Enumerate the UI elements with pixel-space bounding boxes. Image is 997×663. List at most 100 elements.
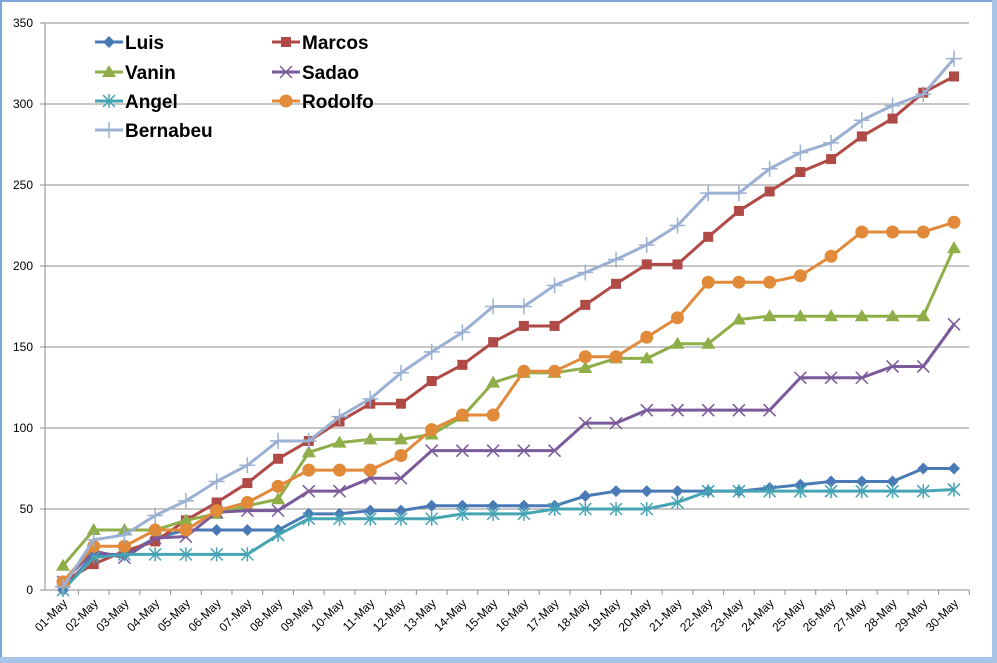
marker-stroke bbox=[947, 317, 961, 331]
data-point-luis bbox=[825, 475, 838, 488]
x-tick-label: 06-May bbox=[186, 596, 224, 634]
x-tick-label: 24-May bbox=[739, 596, 777, 634]
data-point-vanin bbox=[486, 375, 501, 388]
y-axis: 0 50 100 150 200 250 300 350 bbox=[13, 16, 46, 597]
data-point-rodolfo bbox=[210, 504, 224, 518]
marker-stroke bbox=[640, 403, 654, 417]
marker-stroke bbox=[609, 416, 623, 430]
legend-label: Luis bbox=[125, 33, 164, 54]
window-border-right bbox=[992, 0, 997, 663]
data-point-marcos bbox=[641, 259, 652, 270]
data-point-angel bbox=[855, 484, 869, 499]
data-point-sadao bbox=[947, 317, 961, 331]
x-tick-label: 16-May bbox=[493, 596, 531, 634]
data-point-bernabeu bbox=[116, 526, 133, 543]
data-point-sadao bbox=[548, 444, 562, 458]
data-point-rodolfo bbox=[394, 449, 408, 463]
data-point-luis bbox=[855, 475, 868, 488]
marker-stroke bbox=[271, 504, 285, 518]
x-tick-label: 01-May bbox=[32, 596, 70, 634]
data-point-sadao bbox=[763, 403, 777, 417]
data-point-angel bbox=[240, 547, 254, 562]
data-point-marcos bbox=[273, 453, 284, 464]
data-point-bernabeu bbox=[792, 144, 809, 161]
data-point-marcos bbox=[150, 536, 161, 547]
series-line-bernabeu bbox=[61, 57, 956, 588]
data-point-rodolfo bbox=[302, 463, 316, 477]
data-point-sadao bbox=[855, 371, 869, 385]
data-point-marcos bbox=[795, 167, 806, 178]
x-tick-label: 21-May bbox=[646, 596, 684, 634]
data-point-sadao bbox=[455, 444, 469, 458]
data-point-marcos bbox=[211, 497, 222, 508]
data-point-luis bbox=[241, 524, 254, 537]
marker-stroke bbox=[732, 403, 746, 417]
marker-stroke bbox=[916, 359, 930, 373]
data-point-rodolfo bbox=[517, 364, 531, 378]
data-point-luis bbox=[210, 524, 223, 537]
legend-label: Angel bbox=[125, 92, 178, 113]
data-point-vanin bbox=[854, 309, 869, 322]
data-point-angel bbox=[271, 527, 285, 542]
legend-item-bernabeu: Bernabeu bbox=[95, 121, 213, 142]
data-point-luis bbox=[579, 490, 592, 503]
data-point-bernabeu bbox=[823, 134, 840, 151]
series-angel bbox=[56, 482, 961, 597]
data-point-rodolfo bbox=[117, 539, 131, 553]
data-point-bernabeu bbox=[362, 390, 379, 407]
data-point-angel bbox=[701, 484, 715, 499]
data-point-rodolfo bbox=[333, 463, 347, 477]
series-lines bbox=[55, 50, 962, 597]
data-point-bernabeu bbox=[853, 112, 870, 129]
series-line-sadao bbox=[61, 323, 956, 583]
data-point-bernabeu bbox=[208, 473, 225, 490]
y-tick-label: 100 bbox=[13, 421, 33, 435]
data-point-angel bbox=[609, 502, 623, 516]
x-tick-label: 30-May bbox=[923, 596, 961, 634]
data-point-angel bbox=[179, 547, 193, 562]
series-marcos bbox=[58, 71, 959, 587]
data-point-sadao bbox=[732, 403, 746, 417]
data-point-bernabeu bbox=[515, 298, 532, 315]
data-point-bernabeu bbox=[485, 298, 502, 315]
data-point-luis bbox=[364, 504, 377, 517]
x-tick-label: 19-May bbox=[585, 596, 623, 634]
data-point-angel bbox=[793, 484, 807, 499]
data-point-marcos bbox=[580, 299, 591, 310]
data-point-rodolfo bbox=[455, 408, 469, 422]
x-tick-label: 14-May bbox=[431, 596, 469, 634]
data-point-marcos bbox=[703, 231, 714, 242]
marker-stroke bbox=[824, 371, 838, 385]
data-point-bernabeu bbox=[331, 408, 348, 425]
data-point-rodolfo bbox=[486, 408, 500, 422]
data-point-marcos bbox=[764, 186, 775, 197]
data-point-marcos bbox=[242, 478, 253, 489]
data-point-bernabeu bbox=[884, 97, 901, 114]
data-point-rodolfo bbox=[886, 225, 900, 239]
data-point-rodolfo bbox=[916, 225, 930, 239]
x-tick-label: 29-May bbox=[892, 596, 930, 634]
legend-item-luis: Luis bbox=[95, 33, 164, 54]
data-point-angel bbox=[394, 511, 408, 526]
x-tick-label: 11-May bbox=[340, 596, 378, 634]
data-point-rodolfo bbox=[578, 350, 592, 364]
x-tick-label: 20-May bbox=[616, 596, 654, 634]
marker-stroke bbox=[486, 444, 500, 458]
marker-stroke bbox=[517, 444, 531, 458]
x-tick-label: 23-May bbox=[708, 596, 746, 634]
legend-item-angel: Angel bbox=[95, 92, 178, 113]
data-point-angel bbox=[455, 506, 469, 521]
x-tick-label: 22-May bbox=[677, 596, 715, 634]
data-point-rodolfo bbox=[732, 275, 746, 289]
data-point-bernabeu bbox=[946, 50, 962, 67]
series-bernabeu bbox=[55, 50, 962, 595]
legend-marker bbox=[101, 122, 117, 138]
data-point-rodolfo bbox=[640, 330, 654, 344]
x-tick-label: 04-May bbox=[124, 596, 162, 634]
data-point-sadao bbox=[425, 444, 439, 458]
x-tick-label: 26-May bbox=[800, 596, 838, 634]
legend-label: Bernabeu bbox=[125, 121, 213, 142]
data-point-sadao bbox=[271, 504, 285, 518]
data-point-bernabeu bbox=[638, 236, 655, 253]
x-tick-label: 09-May bbox=[278, 596, 316, 634]
